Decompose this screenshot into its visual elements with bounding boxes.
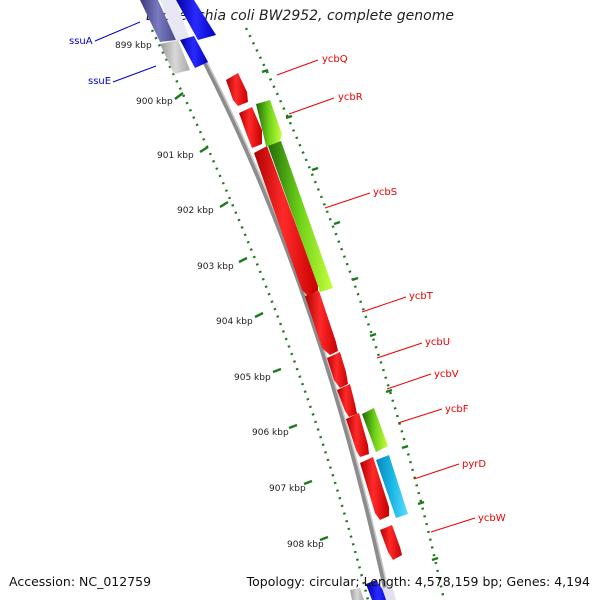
leader-ycbF — [397, 408, 443, 424]
tick-label-906: 906 kbp — [252, 428, 289, 438]
gene-pyrD-shape — [360, 457, 389, 520]
feature-green-ycbS — [268, 141, 333, 292]
gene-ycbU-shape — [327, 352, 348, 388]
tick-mark-908 — [319, 535, 329, 542]
feature-grey-bottom — [350, 588, 364, 600]
gene-ssuE-shape — [180, 36, 208, 68]
tick-mark-903 — [238, 256, 248, 264]
gene-label-pyrD[interactable]: pyrD — [462, 459, 486, 470]
map-title: Escherichia coli BW2952, complete genome — [146, 8, 454, 24]
tick-ring-outer — [244, 27, 446, 600]
gene-ycbR-shape — [239, 107, 262, 148]
gene-ycbT-shape — [305, 291, 338, 355]
gene-label-ssuE[interactable]: ssuE — [88, 76, 111, 87]
feature-navy-top — [140, 0, 176, 42]
tick-label-902: 902 kbp — [177, 206, 214, 216]
tick-mark-906 — [288, 423, 298, 430]
feature-grey-top — [160, 40, 190, 74]
genome-summary-text: Topology: circular; Length: 4,578,159 bp… — [246, 574, 590, 589]
tick-label-903: 903 kbp — [197, 262, 234, 272]
gene-label-ycbQ[interactable]: ycbQ — [322, 54, 348, 65]
gene-ycbV-shape — [337, 384, 357, 417]
tick-label-900: 900 kbp — [136, 97, 173, 107]
gene-ycbS-shape — [254, 146, 318, 296]
feature-blue-bottom — [366, 580, 390, 600]
leader-ycbQ — [276, 59, 319, 76]
label-leaders — [94, 21, 476, 533]
tick-mark-904 — [254, 311, 264, 319]
leader-pyrD — [413, 463, 460, 480]
gene-ycbQ-shape — [226, 73, 248, 106]
gene-label-ycbT[interactable]: ycbT — [409, 291, 434, 302]
tick-label-899: 899 kbp — [115, 41, 152, 51]
leader-ycbT — [361, 296, 407, 313]
tick-label-901: 901 kbp — [157, 151, 194, 161]
tick-label-905: 905 kbp — [234, 373, 271, 383]
leader-ssuA — [94, 21, 141, 42]
feature-cyan-pyrD — [376, 455, 408, 518]
leader-ycbW — [430, 517, 476, 533]
genome-backbone — [193, 43, 391, 600]
leader-ycbU — [376, 342, 423, 359]
tick-mark-901 — [199, 145, 209, 154]
tick-mark-905 — [272, 367, 282, 374]
leader-ycbS — [324, 192, 371, 209]
feature-white-top — [160, 0, 190, 40]
tick-label-907: 907 kbp — [269, 484, 306, 494]
gene-ycbW-shape — [380, 525, 402, 560]
feature-green-ycbF — [362, 408, 388, 452]
tick-mark-902 — [219, 200, 229, 209]
gene-label-ycbV[interactable]: ycbV — [434, 369, 459, 380]
tick-label-904: 904 kbp — [216, 317, 253, 327]
tick-label-908: 908 kbp — [287, 540, 324, 550]
leader-ycbV — [386, 373, 432, 390]
gene-label-ycbS[interactable]: ycbS — [373, 187, 397, 198]
bottom-features — [350, 580, 396, 600]
feature-blue-top — [176, 0, 216, 40]
gene-label-ycbR[interactable]: ycbR — [338, 92, 363, 103]
top-features — [140, 0, 216, 74]
gene-label-ycbF[interactable]: ycbF — [445, 404, 469, 415]
accession-text: Accession: NC_012759 — [9, 574, 152, 589]
tick-mark-900 — [174, 92, 184, 100]
feature-white-bottom — [382, 586, 396, 600]
leader-ycbR — [288, 97, 335, 115]
gene-label-ssuA[interactable]: ssuA — [69, 36, 93, 47]
gene-ycbF-shape — [346, 413, 369, 457]
tick-marks-outer — [261, 68, 439, 562]
gene-label-ycbW[interactable]: ycbW — [478, 513, 506, 524]
other-features — [256, 100, 408, 518]
leader-ssuE — [112, 65, 157, 83]
tick-mark-907 — [303, 479, 313, 486]
forward-genes — [226, 73, 402, 560]
feature-green-ycbR — [256, 100, 282, 146]
gene-label-ycbU[interactable]: ycbU — [425, 337, 450, 348]
